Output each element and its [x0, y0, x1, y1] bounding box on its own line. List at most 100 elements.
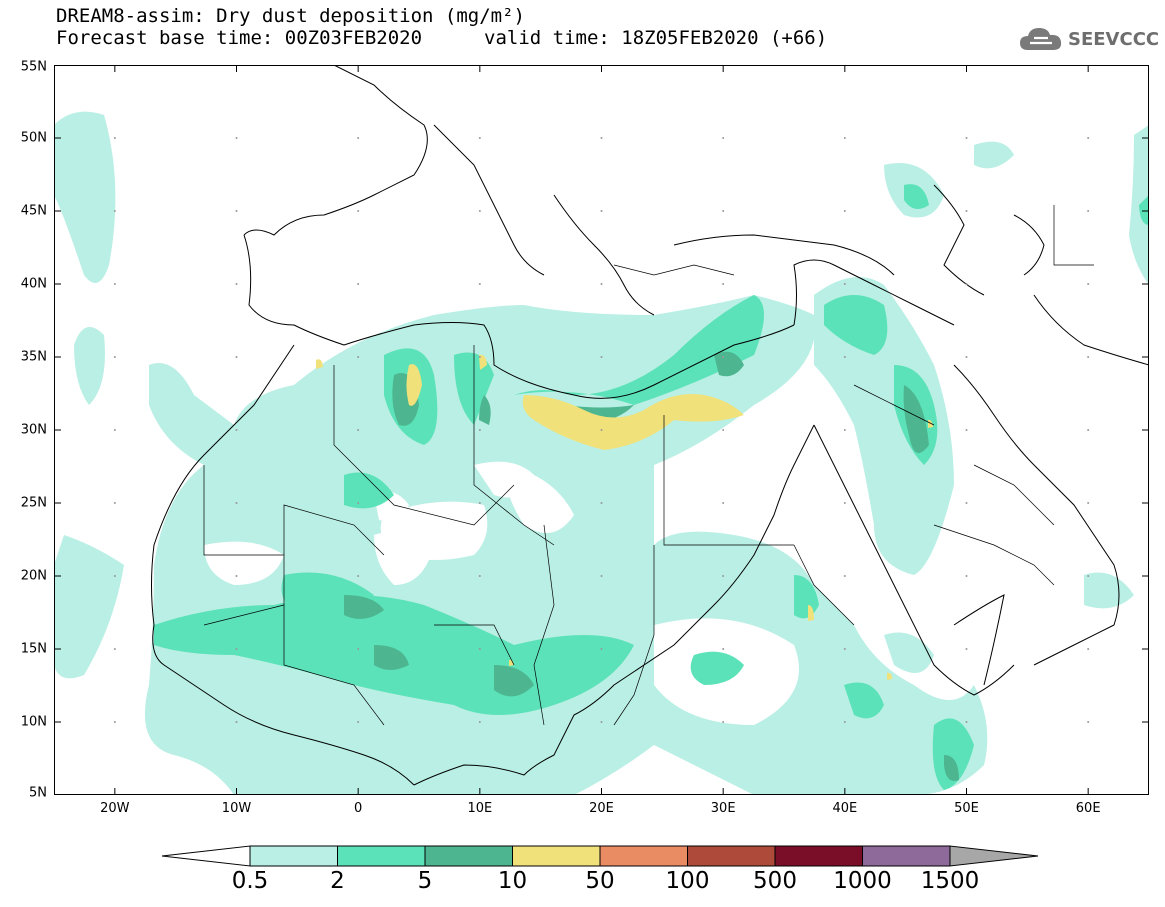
graticule-dot: [965, 721, 968, 723]
lat-label: 25N: [20, 495, 47, 511]
graticule-dot: [1087, 137, 1090, 139]
colorbar-label: 100: [665, 868, 710, 894]
lat-label: 45N: [20, 203, 47, 219]
lon-label: 10E: [467, 801, 493, 816]
graticule-dot: [113, 721, 116, 723]
graticule-dot: [113, 648, 116, 650]
graticule-dot: [843, 429, 846, 431]
lat-label: 15N: [20, 641, 47, 657]
map-title: DREAM8-assim: Dry dust deposition (mg/m²…: [56, 5, 525, 27]
colorbar-max-arrow: [949, 845, 1039, 867]
graticule-dot: [600, 502, 603, 504]
colorbar-segment: [862, 845, 951, 867]
graticule-dot: [843, 210, 846, 212]
graticule-dot: [357, 648, 360, 650]
colorbar-label: 10: [497, 868, 528, 894]
graticule-dot: [1087, 356, 1090, 358]
graticule-dot: [843, 356, 846, 358]
graticule-dot: [113, 502, 116, 504]
graticule-dot: [235, 356, 238, 358]
axis-ticks: [54, 65, 1149, 795]
graticule-dot: [965, 210, 968, 212]
graticule-dot: [357, 721, 360, 723]
graticule-dot: [478, 210, 481, 212]
lon-label: 60E: [1075, 801, 1101, 816]
graticule-dot: [600, 356, 603, 358]
graticule-dot: [357, 502, 360, 504]
cloud-icon: [1020, 28, 1062, 50]
forecast-base-time: Forecast base time: 00Z03FEB2020: [56, 27, 423, 49]
lon-label: 20E: [589, 801, 614, 816]
lat-label: 5N: [29, 785, 47, 801]
graticule-dot: [722, 210, 725, 212]
graticule-dot: [600, 283, 603, 285]
colorbar-label: 2: [330, 868, 345, 894]
graticule-dot: [722, 283, 725, 285]
graticule-dot: [478, 356, 481, 358]
graticule-dot: [722, 356, 725, 358]
graticule-dot: [965, 283, 968, 285]
lat-label: 55N: [20, 59, 47, 75]
graticule-dot: [722, 137, 725, 139]
lat-label: 50N: [20, 130, 47, 146]
colorbar-segment: [687, 845, 776, 867]
graticule-dot: [722, 502, 725, 504]
graticule-dot: [478, 137, 481, 139]
colorbar: [161, 845, 1039, 867]
colorbar-segment: [424, 845, 513, 867]
graticule-dot: [478, 721, 481, 723]
graticule-dot: [357, 137, 360, 139]
lat-label: 30N: [20, 422, 47, 438]
graticule-dot: [478, 575, 481, 577]
graticule-dot: [600, 137, 603, 139]
graticule-dot: [843, 575, 846, 577]
colorbar-label: 50: [585, 868, 615, 894]
country-borders: [203, 205, 1094, 726]
graticule-dot: [235, 210, 238, 212]
graticule-dot: [722, 648, 725, 650]
graticule-dot: [843, 283, 846, 285]
graticule-dot: [235, 137, 238, 139]
dust-deposition-shading: [54, 111, 1149, 795]
lon-label: 50E: [954, 801, 979, 816]
graticule-dot: [722, 721, 725, 723]
graticule-dot: [965, 575, 968, 577]
colorbar-label: 5: [417, 868, 433, 894]
graticule-dot: [235, 575, 238, 577]
colorbar-segment: [774, 845, 863, 867]
graticule-dot: [722, 575, 725, 577]
graticule-dot: [1087, 429, 1090, 431]
graticule-dot: [1087, 575, 1090, 577]
colorbar-label: 1500: [920, 868, 980, 894]
graticule-dot: [600, 429, 603, 431]
graticule-dot: [113, 137, 116, 139]
colorbar-label: 1000: [833, 868, 892, 894]
graticule-dot: [113, 210, 116, 212]
lon-label: 30E: [710, 801, 736, 816]
graticule-dot: [357, 575, 360, 577]
lat-label: 20N: [20, 568, 47, 584]
valid-time: valid time: 18Z05FEB2020 (+66): [484, 27, 828, 49]
graticule-dot: [113, 356, 116, 358]
graticule-dot: [113, 283, 116, 285]
graticule-dot: [357, 283, 360, 285]
graticule-dot: [600, 648, 603, 650]
lon-label: 10W: [221, 801, 252, 816]
graticule-dot: [235, 502, 238, 504]
graticule-dot: [843, 721, 846, 723]
graticule-dot: [722, 429, 725, 431]
colorbar-segment: [249, 845, 338, 867]
graticule-dot: [843, 648, 846, 650]
coastlines: [151, 65, 1149, 786]
graticule-dot: [235, 648, 238, 650]
graticule-dot: [357, 356, 360, 358]
graticule-dot: [113, 429, 116, 431]
graticule-dot: [235, 721, 238, 723]
graticule-dot: [965, 648, 968, 650]
graticule-dot: [965, 429, 968, 431]
colorbar-segment: [337, 845, 426, 867]
lon-label: 0: [354, 801, 363, 816]
graticule-dot: [1087, 648, 1090, 650]
graticule-dot: [965, 137, 968, 139]
graticule-dot: [1087, 283, 1090, 285]
